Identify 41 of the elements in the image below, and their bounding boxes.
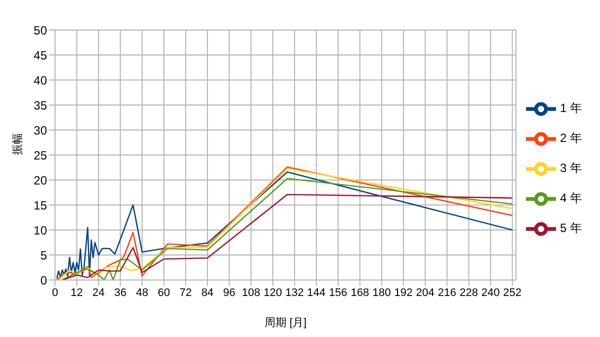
x-tick-label: 120 — [264, 286, 282, 299]
x-tick-label: 228 — [460, 286, 478, 299]
x-tick-label: 132 — [285, 286, 304, 299]
legend-label: 3 年 — [560, 160, 582, 175]
x-tick-label: 96 — [223, 286, 236, 299]
y-tick-label: 35 — [34, 98, 48, 112]
x-tick-label: 168 — [350, 286, 370, 299]
legend-label: 5 年 — [560, 220, 582, 235]
x-tick-label: 0 — [52, 286, 58, 299]
line-series — [62, 194, 514, 280]
x-tick-label: 204 — [416, 286, 434, 299]
x-tick-label: 84 — [201, 286, 214, 299]
x-tick-label: 144 — [307, 286, 326, 299]
x-tick-label: 48 — [136, 286, 148, 299]
x-tick-label: 60 — [158, 286, 170, 299]
y-tick-label: 15 — [34, 198, 48, 212]
x-tick-label: 36 — [114, 286, 126, 299]
y-tick-label: 45 — [34, 48, 48, 62]
y-tick-label: 20 — [34, 173, 48, 188]
y-tick-label: 30 — [34, 123, 48, 138]
y-axis-title: 振幅 — [12, 133, 24, 155]
legend-label: 4 年 — [560, 190, 582, 205]
x-tick-label: 252 — [503, 286, 522, 299]
y-tick-label: 0 — [40, 273, 48, 288]
legend-label: 1 年 — [560, 100, 582, 115]
x-tick-label: 192 — [394, 286, 413, 299]
x-tick-label: 108 — [242, 286, 260, 299]
legend-label: 2 年 — [560, 130, 582, 145]
x-axis-title: 周期 [月] — [264, 317, 307, 329]
x-tick-label: 24 — [92, 286, 105, 299]
x-tick-label: 156 — [328, 286, 348, 299]
y-tick-label: 25 — [34, 148, 48, 162]
x-tick-label: 216 — [438, 286, 456, 299]
y-tick-label: 10 — [34, 223, 48, 238]
x-tick-label: 12 — [70, 286, 83, 299]
y-tick-label: 40 — [34, 73, 48, 88]
y-tick-label: 50 — [34, 23, 48, 38]
y-tick-label: 5 — [40, 248, 48, 262]
x-tick-label: 72 — [180, 286, 192, 299]
x-tick-label: 240 — [481, 286, 500, 299]
x-tick-label: 180 — [372, 286, 391, 299]
